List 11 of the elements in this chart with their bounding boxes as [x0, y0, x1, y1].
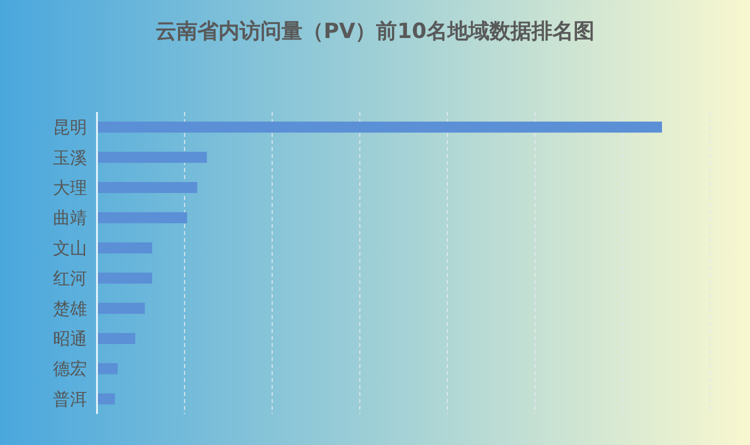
y-tick-label: 大理 [53, 178, 87, 198]
y-tick-label: 普洱 [53, 390, 87, 410]
y-tick-label: 楚雄 [53, 299, 87, 320]
chart-title: 云南省内访问量（PV）前10名地域数据排名图 [156, 19, 594, 43]
y-tick-label: 红河 [53, 269, 87, 290]
y-tick-label: 昭通 [53, 330, 87, 350]
y-tick-label: 曲靖 [53, 208, 87, 229]
y-tick-label: 文山 [53, 238, 87, 259]
y-tick-label: 玉溪 [53, 148, 87, 168]
y-tick-label: 德宏 [53, 360, 87, 380]
y-tick-label: 昆明 [53, 118, 87, 138]
